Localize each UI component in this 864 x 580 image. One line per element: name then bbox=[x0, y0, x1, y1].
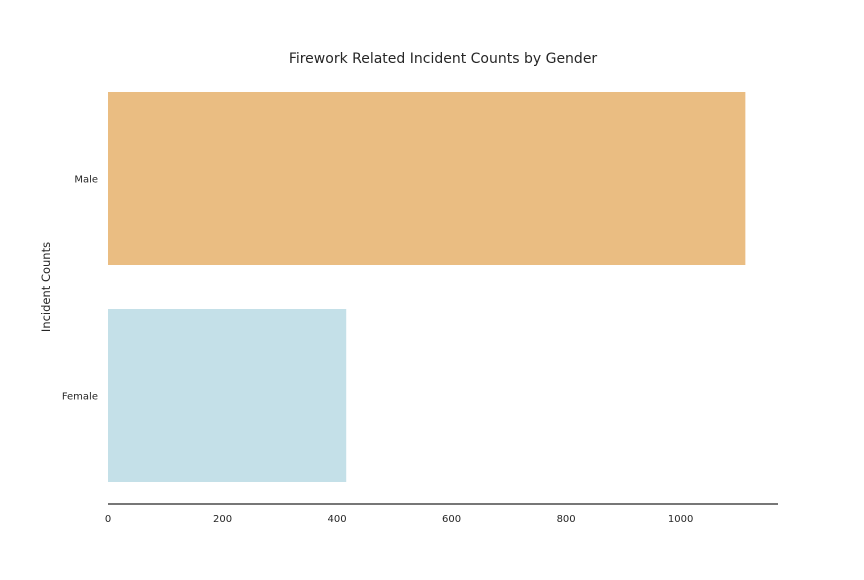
x-tick-label: 200 bbox=[213, 514, 232, 525]
category-label-female: Female bbox=[62, 392, 98, 403]
bar-female bbox=[108, 309, 347, 482]
x-tick-label: 600 bbox=[442, 514, 461, 525]
category-labels: Male Female bbox=[62, 175, 98, 403]
x-tick-label: 400 bbox=[328, 514, 347, 525]
y-axis-label: Incident Counts bbox=[39, 242, 53, 332]
bars-layer bbox=[108, 92, 746, 482]
category-label-male: Male bbox=[74, 175, 98, 186]
x-tick-label: 0 bbox=[105, 514, 111, 525]
x-tick-label: 1000 bbox=[668, 514, 693, 525]
x-axis-ticks: 0 200 400 600 800 1000 bbox=[105, 514, 694, 525]
x-tick-label: 800 bbox=[557, 514, 576, 525]
chart-title: Firework Related Incident Counts by Gend… bbox=[289, 51, 598, 67]
bar-male bbox=[108, 92, 746, 265]
